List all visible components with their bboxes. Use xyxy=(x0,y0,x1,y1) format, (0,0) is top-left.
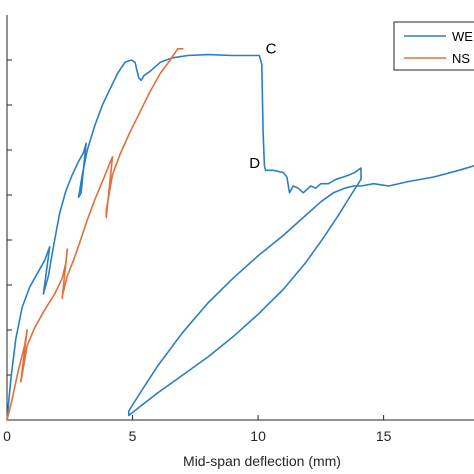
annotation-d: D xyxy=(249,155,260,172)
x-tick-label: 5 xyxy=(129,428,137,444)
legend-label-ns: NS xyxy=(452,51,470,66)
annotation-layer: CD xyxy=(249,40,276,172)
legend-box xyxy=(393,21,474,71)
annotation-c: C xyxy=(266,40,277,57)
legend-label-we: WE xyxy=(452,29,473,44)
x-tick-label: 10 xyxy=(250,428,266,444)
series-line-we xyxy=(6,53,474,421)
series-layer xyxy=(6,47,474,421)
plot-axes: 0 5 10 15 xyxy=(3,15,474,444)
x-axis-label: Mid-span deflection (mm) xyxy=(183,453,341,469)
legend: WE NS xyxy=(393,21,474,71)
series-line-ns xyxy=(6,47,184,421)
x-tick-label: 0 xyxy=(3,428,11,444)
x-tick-label: 15 xyxy=(376,428,392,444)
